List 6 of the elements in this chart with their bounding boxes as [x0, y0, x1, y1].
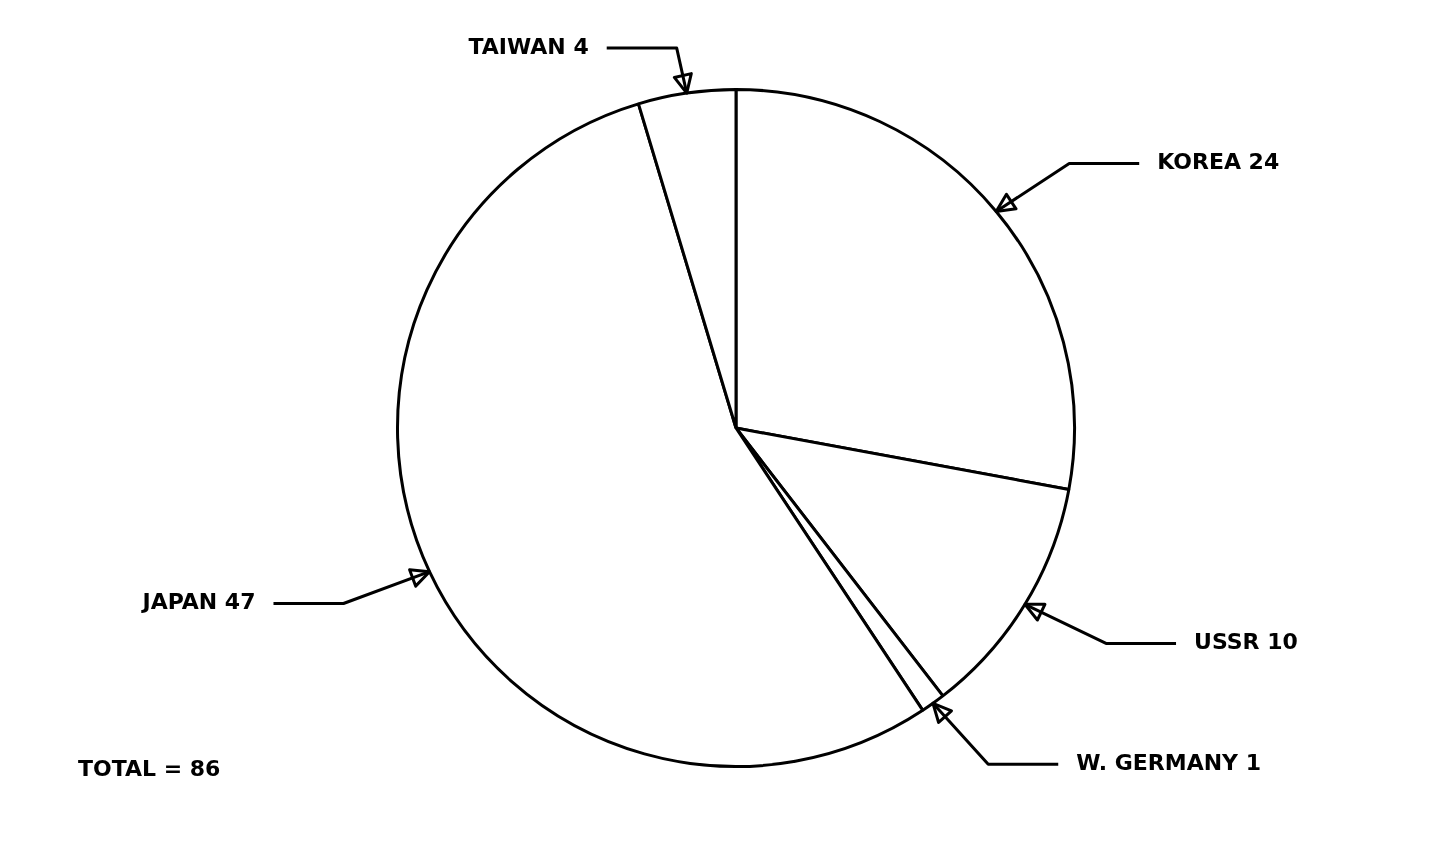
slice-label: USSR 10	[1194, 629, 1298, 655]
slice-label: W. GERMANY 1	[1076, 750, 1261, 776]
text: TOTAL = 86	[78, 755, 221, 781]
slice-label: TAIWAN 4	[468, 33, 589, 59]
slice-label: KOREA 24	[1157, 149, 1280, 175]
slice-label: JAPAN 47	[140, 589, 256, 615]
